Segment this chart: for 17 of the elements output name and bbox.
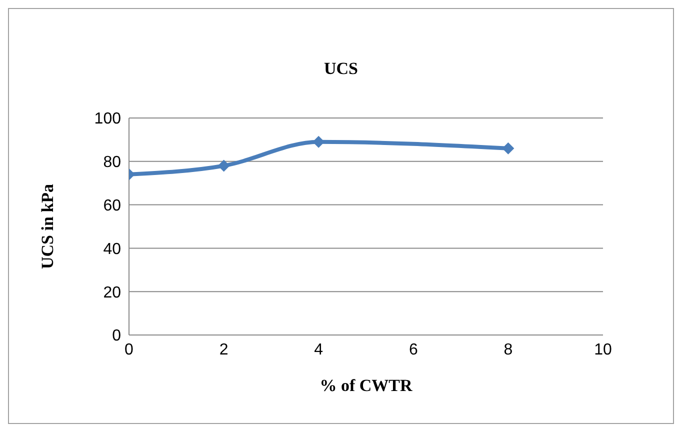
y-tick-label: 20: [103, 284, 122, 302]
y-tick-label: 40: [103, 240, 122, 258]
x-tick-label: 4: [314, 341, 324, 358]
x-tick-label: 2: [219, 341, 228, 358]
x-tick-label: 6: [408, 341, 418, 358]
point: [218, 160, 230, 172]
x-tick-label: 8: [504, 341, 513, 358]
x-tick-label: 10: [594, 341, 612, 358]
y-tick-label: 0: [112, 328, 122, 345]
y-tick-label: 100: [94, 110, 122, 128]
point: [502, 142, 514, 154]
y-axis-title: UCS in kPa: [38, 183, 58, 270]
x-tick-label: 0: [124, 341, 134, 358]
y-tick-label: 60: [103, 197, 122, 214]
chart-title: UCS: [322, 59, 359, 79]
x-axis-title: % of CWTR: [320, 376, 413, 395]
y-tick-label: 80: [103, 154, 122, 172]
